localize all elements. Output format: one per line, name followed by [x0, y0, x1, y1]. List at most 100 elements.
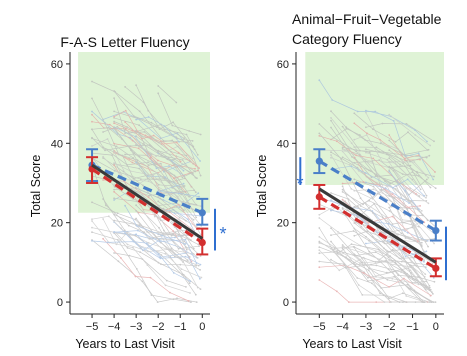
trajectory-point: [197, 192, 200, 195]
trajectory-point: [162, 139, 165, 142]
trajectory-point: [425, 240, 427, 243]
trajectory-point: [135, 224, 138, 227]
trajectory-point: [382, 151, 385, 154]
trajectory-point: [426, 140, 428, 143]
trajectory-point: [150, 156, 153, 159]
trajectory-point: [374, 261, 377, 263]
trajectory-point: [409, 287, 412, 290]
trajectory-line: [330, 241, 430, 303]
trajectory-point: [397, 274, 400, 277]
trajectory-point: [199, 205, 202, 208]
trajectory-point: [433, 140, 435, 143]
trajectory-point: [409, 220, 412, 223]
trajectory-point: [178, 216, 181, 219]
trajectory-line: [354, 178, 418, 210]
trajectory-line: [135, 224, 190, 258]
trajectory-line: [389, 165, 411, 168]
trajectory-point: [374, 110, 377, 113]
trajectory-point: [330, 199, 332, 202]
trajectory-point: [341, 182, 344, 185]
trajectory-point: [365, 181, 367, 184]
trajectory-point: [388, 149, 391, 152]
trajectory-point: [359, 197, 362, 200]
trajectory-point: [169, 150, 172, 153]
trajectory-point: [150, 121, 153, 124]
trajectory-point: [406, 208, 409, 211]
trajectory-point: [157, 253, 160, 256]
trajectory-line: [330, 117, 427, 199]
trajectory-point: [141, 137, 143, 140]
trajectory-point: [102, 198, 104, 200]
trajectory-point: [113, 213, 115, 216]
trajectory-point: [196, 286, 199, 289]
trajectory-point: [142, 249, 144, 252]
trajectory-line: [365, 112, 427, 176]
x-tick-label: −3: [130, 321, 143, 333]
trajectory-point: [335, 290, 338, 293]
trajectory-point: [183, 185, 186, 187]
trajectory-point: [172, 230, 175, 232]
trajectory-point: [353, 122, 356, 125]
trajectory-point: [411, 256, 414, 259]
trajectory-point: [124, 127, 127, 130]
trajectory-point: [345, 256, 347, 259]
trajectory-point: [351, 156, 353, 158]
trajectory-point: [432, 277, 435, 279]
trajectory-point: [379, 292, 381, 295]
trajectory-point: [173, 174, 176, 177]
trajectory-point: [388, 240, 391, 243]
trajectory-point: [353, 205, 356, 208]
trajectory-point: [137, 229, 139, 232]
trajectory-point: [388, 170, 391, 173]
trajectory-point: [417, 208, 420, 211]
trajectory-point: [404, 255, 407, 258]
trajectory-point: [102, 131, 104, 133]
trajectory-line: [388, 170, 437, 228]
series-line: [318, 195, 437, 270]
trajectory-point: [147, 178, 149, 180]
trajectory-point: [157, 204, 160, 207]
trajectory-point: [135, 142, 138, 145]
trajectory-point: [380, 188, 383, 191]
trajectory-point: [379, 138, 381, 141]
trajectory-point: [350, 142, 353, 145]
trajectory-point: [183, 137, 186, 140]
series-line: [318, 159, 437, 232]
y-tick-label: 20: [51, 218, 63, 230]
trajectory-line: [124, 205, 186, 245]
plot-area: 0 20 40 60 −5 −4 −3 −2 −1 0: [277, 52, 447, 333]
trajectory-point: [318, 240, 321, 243]
trajectory-point: [330, 110, 332, 113]
trajectory-point: [164, 176, 167, 179]
trajectory-point: [168, 179, 171, 182]
trajectory-point: [367, 269, 370, 272]
trajectory-point: [160, 254, 163, 256]
trajectory-point: [405, 295, 408, 297]
trajectory-line: [319, 217, 431, 297]
trajectory-point: [365, 126, 367, 129]
trajectory-point: [150, 294, 153, 296]
trajectory-point: [372, 188, 375, 191]
trajectory-point: [409, 187, 412, 190]
axes: 0 20 40 60 −5 −4 −3 −2 −1 0: [277, 52, 444, 333]
significance-marker: *: [296, 174, 303, 194]
trajectory-point: [126, 126, 128, 128]
data-point: [315, 193, 323, 201]
trajectory-point: [416, 276, 419, 278]
trajectory-point: [392, 170, 395, 172]
trajectory-point: [413, 161, 416, 163]
trajectory-point: [135, 84, 138, 86]
trajectory-point: [434, 187, 437, 190]
trajectory-point: [402, 292, 404, 295]
trajectory-point: [135, 268, 138, 270]
trajectory-point: [113, 169, 116, 172]
trajectory-point: [379, 189, 382, 191]
trajectory-point: [372, 185, 375, 188]
trajectory-point: [365, 242, 367, 245]
trajectory-point: [198, 245, 200, 248]
trajectory-line: [330, 110, 429, 155]
trajectory-point: [106, 138, 109, 140]
trajectory-point: [358, 134, 361, 136]
trajectory-point: [427, 176, 430, 179]
trajectory-point: [352, 230, 355, 232]
